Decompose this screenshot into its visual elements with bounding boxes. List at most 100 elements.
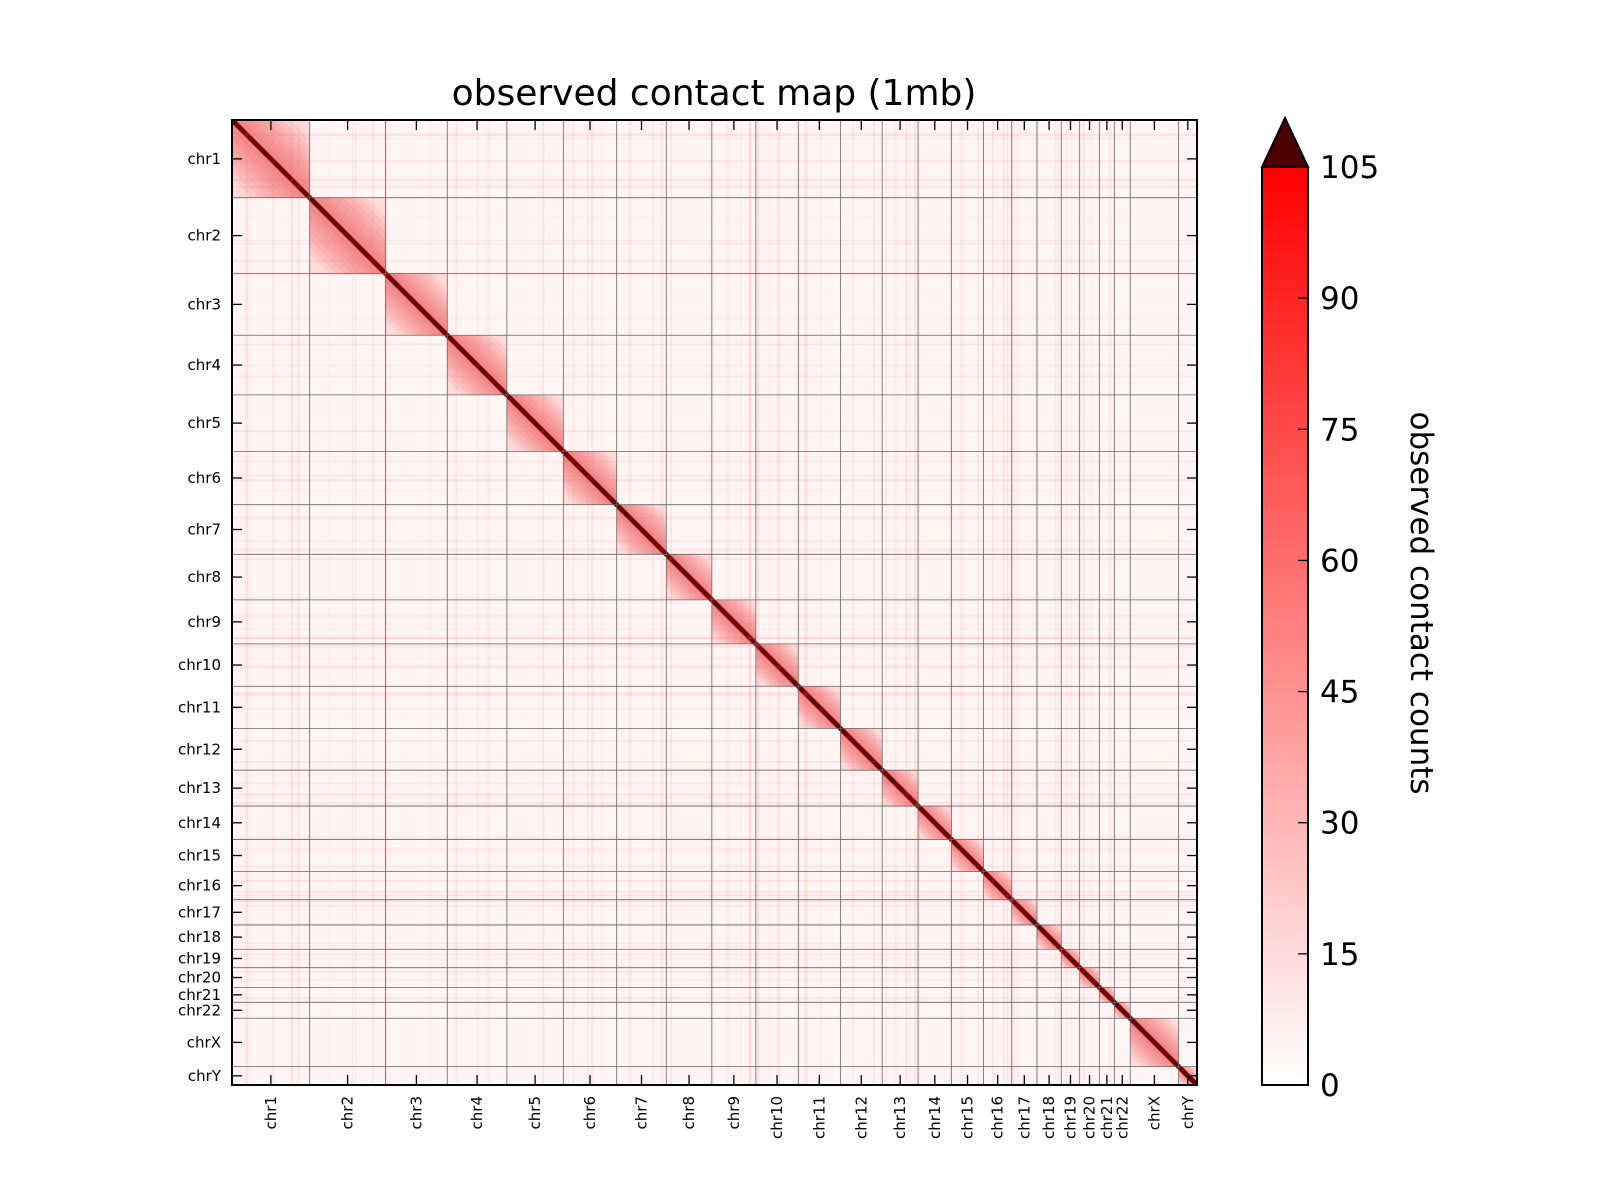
tad-block — [1121, 1009, 1124, 1012]
tad-block — [567, 455, 570, 458]
x-tick-label-chr9: chr9 — [725, 1096, 743, 1129]
tad-block — [391, 279, 394, 282]
tad-block — [473, 361, 476, 364]
tad-block — [664, 552, 667, 555]
trans-stripe-v — [805, 120, 807, 1085]
trans-stripe-v — [587, 120, 590, 1085]
tad-block — [430, 318, 432, 320]
tad-block — [905, 793, 908, 796]
tad-block — [460, 348, 463, 351]
tad-block — [838, 726, 840, 728]
tad-block — [301, 189, 304, 192]
tad-block — [351, 239, 354, 242]
tad-block — [952, 840, 955, 843]
tad-block — [415, 303, 418, 306]
trans-stripe-v — [769, 120, 771, 1085]
tad-block — [857, 745, 859, 747]
tad-block — [355, 243, 357, 245]
trans-stripe-v — [352, 120, 354, 1085]
tad-block — [898, 786, 900, 788]
tad-block — [793, 681, 795, 683]
tad-block — [261, 149, 265, 153]
tad-block — [948, 836, 950, 838]
y-tick-label-chr8: chr8 — [188, 568, 221, 586]
tad-block — [548, 436, 551, 439]
trans-stripe-v — [805, 120, 808, 1085]
tad-block — [598, 486, 600, 488]
tad-block — [378, 266, 381, 269]
trans-stripe-h — [232, 178, 1197, 182]
tad-block — [774, 662, 778, 666]
trans-stripe-h — [232, 761, 1197, 763]
tad-block — [1027, 915, 1030, 918]
y-tick-label-chrX: chrX — [187, 1033, 221, 1051]
tad-block — [419, 307, 422, 310]
tad-block — [552, 440, 554, 442]
tad-block — [1132, 1020, 1135, 1023]
tad-block — [396, 284, 399, 287]
tad-block — [993, 881, 996, 884]
tad-block — [872, 760, 875, 763]
trans-stripe-v — [430, 120, 432, 1085]
x-tick-label-chr12: chr12 — [852, 1096, 870, 1139]
tad-block — [404, 292, 407, 295]
trans-stripe-v — [1011, 120, 1015, 1085]
tad-block — [810, 698, 812, 700]
tad-block — [325, 213, 328, 216]
tad-block — [647, 535, 649, 537]
tad-block — [308, 196, 310, 198]
tad-block — [1063, 951, 1066, 954]
trans-stripe-h — [232, 430, 1197, 433]
tad-block — [879, 767, 882, 770]
tad-block — [963, 851, 966, 854]
tad-block — [658, 546, 661, 549]
trans-stripe-h — [232, 644, 1197, 648]
tad-block — [484, 372, 487, 375]
tad-block — [656, 544, 659, 547]
tad-block — [353, 241, 355, 243]
tad-block — [1106, 994, 1109, 997]
trans-stripe-v — [873, 120, 875, 1085]
tad-block — [722, 610, 724, 612]
trans-stripe-v — [803, 120, 807, 1085]
trans-stripe-h — [232, 793, 1197, 796]
tad-block — [340, 228, 342, 230]
tad-block — [464, 352, 466, 354]
tad-block — [720, 608, 723, 611]
tad-block — [885, 773, 888, 776]
tad-block — [842, 730, 844, 732]
tad-block — [860, 748, 863, 751]
tad-block — [999, 887, 1003, 891]
tad-block — [761, 649, 764, 652]
tad-block — [458, 346, 460, 348]
tad-block — [260, 148, 262, 150]
tad-block — [930, 818, 932, 820]
tad-block — [469, 357, 471, 359]
tad-block — [801, 689, 803, 691]
trans-stripe-v — [1179, 120, 1181, 1085]
tad-block — [509, 397, 511, 399]
tad-block — [643, 531, 645, 533]
tad-block — [737, 625, 740, 628]
tad-block — [1021, 909, 1025, 913]
tad-block — [1158, 1046, 1162, 1050]
tad-block — [495, 383, 498, 386]
tad-block — [937, 825, 941, 829]
tad-block — [593, 481, 595, 483]
trans-stripe-h — [232, 905, 1197, 907]
tad-block — [1025, 913, 1028, 916]
tad-block — [988, 876, 991, 879]
trans-stripe-v — [355, 120, 357, 1085]
tad-block — [641, 529, 644, 532]
tad-block — [1143, 1031, 1145, 1033]
tad-block — [406, 294, 409, 297]
trans-stripe-v — [272, 120, 275, 1085]
tad-block — [698, 586, 701, 589]
tad-block — [729, 617, 732, 620]
tad-block — [984, 872, 986, 874]
tad-block — [866, 754, 870, 758]
tad-block — [1094, 982, 1097, 985]
tad-block — [947, 835, 949, 837]
x-tick-label-chr2: chr2 — [339, 1096, 357, 1129]
trans-stripe-h — [232, 628, 1197, 630]
